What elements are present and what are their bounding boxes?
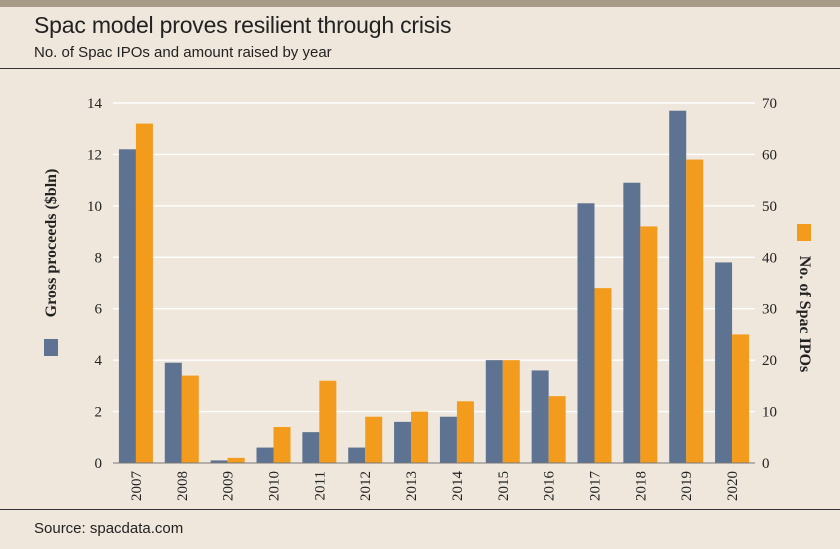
y-tick-label-right: 30 <box>762 302 777 318</box>
y-axis-title-left: Gross proceeds ($bln) <box>43 169 60 318</box>
y-tick-label-right: 50 <box>762 199 777 215</box>
y-tick-label-right: 70 <box>762 96 777 112</box>
bar-gross-proceeds <box>256 447 274 463</box>
bar-spac-ipos <box>456 401 474 463</box>
legend-swatch-gross-proceeds <box>44 339 58 356</box>
bar-gross-proceeds <box>210 460 228 463</box>
bar-spac-ipos <box>181 375 199 463</box>
y-tick-label-left: 14 <box>87 96 103 112</box>
footer-rule <box>0 509 840 510</box>
bar-spac-ipos <box>135 123 153 464</box>
x-tick-label: 2014 <box>450 471 466 502</box>
y-tick-label-left: 4 <box>95 353 103 369</box>
bar-gross-proceeds <box>302 432 320 463</box>
x-tick-label: 2013 <box>404 471 420 501</box>
bar-gross-proceeds <box>715 262 733 463</box>
bar-gross-proceeds <box>439 416 457 463</box>
x-tick-label: 2010 <box>267 471 283 501</box>
x-tick-label: 2007 <box>129 471 145 502</box>
x-tick-label: 2018 <box>633 471 649 501</box>
y-tick-label-right: 0 <box>762 456 770 472</box>
x-tick-label: 2008 <box>175 471 191 501</box>
x-tick-label: 2020 <box>725 471 741 501</box>
bar-spac-ipos <box>732 334 750 463</box>
y-tick-label-left: 6 <box>95 302 103 318</box>
chart-subtitle: No. of Spac IPOs and amount raised by ye… <box>34 44 332 61</box>
bar-spac-ipos <box>502 360 520 463</box>
x-tick-label: 2016 <box>542 471 558 502</box>
bar-gross-proceeds <box>669 110 687 463</box>
source-note: Source: spacdata.com <box>34 520 184 537</box>
y-tick-label-right: 20 <box>762 353 777 369</box>
header-rule <box>0 68 840 69</box>
y-tick-label-left: 10 <box>87 199 102 215</box>
bar-gross-proceeds <box>485 360 503 463</box>
x-tick-label: 2017 <box>588 471 604 502</box>
x-tick-label: 2019 <box>679 471 695 501</box>
bar-spac-ipos <box>365 416 383 463</box>
y-tick-label-left: 0 <box>95 456 103 472</box>
x-tick-label: 2009 <box>221 471 237 501</box>
bar-spac-ipos <box>686 159 704 464</box>
bar-gross-proceeds <box>531 370 549 463</box>
x-tick-label: 2011 <box>312 471 328 500</box>
bar-gross-proceeds <box>348 447 366 463</box>
legend-swatch-spac-ipos <box>797 224 811 241</box>
bar-spac-ipos <box>319 380 337 463</box>
bar-spac-ipos <box>548 396 566 463</box>
top-rule <box>0 0 840 7</box>
bar-spac-ipos <box>594 288 612 463</box>
y-tick-label-right: 40 <box>762 250 777 266</box>
bar-gross-proceeds <box>118 149 136 464</box>
bar-gross-proceeds <box>577 203 595 464</box>
x-tick-label: 2012 <box>358 471 374 501</box>
y-axis-title-right: No. of Spac IPOs <box>796 256 813 372</box>
bar-spac-ipos <box>227 457 245 463</box>
y-tick-label-left: 12 <box>87 147 102 163</box>
chart-title: Spac model proves resilient through cris… <box>34 12 452 38</box>
bar-spac-ipos <box>411 411 429 463</box>
bar-gross-proceeds <box>394 421 412 463</box>
bar-spac-ipos <box>640 226 658 463</box>
bar-spac-ipos <box>273 427 291 463</box>
x-tick-label: 2015 <box>496 471 512 501</box>
bar-gross-proceeds <box>623 182 641 463</box>
y-tick-label-right: 60 <box>762 147 777 163</box>
y-tick-label-left: 2 <box>95 405 103 421</box>
bar-gross-proceeds <box>164 362 182 463</box>
y-tick-label-right: 10 <box>762 405 777 421</box>
y-tick-label-left: 8 <box>95 250 103 266</box>
